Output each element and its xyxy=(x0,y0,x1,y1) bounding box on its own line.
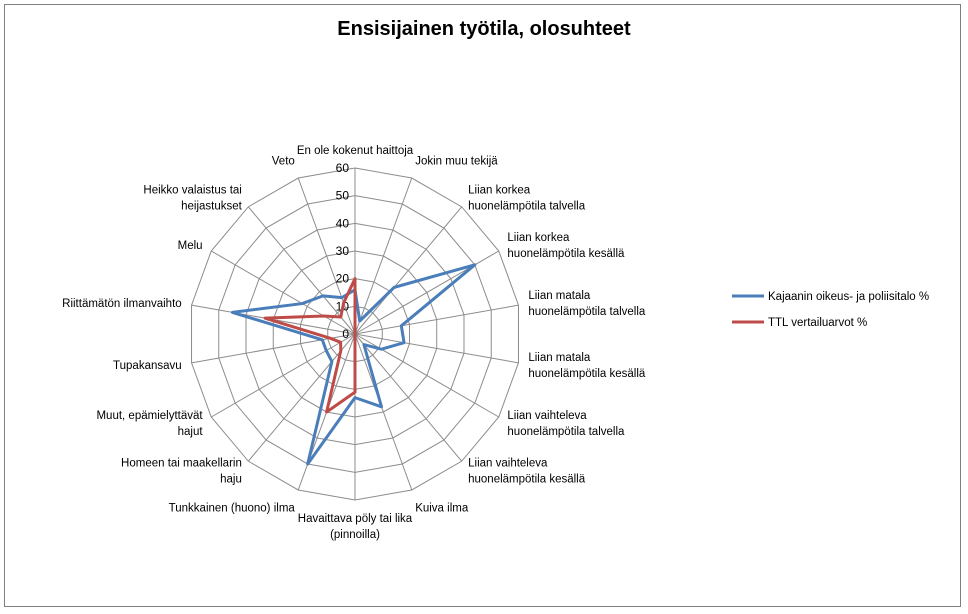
legend-label: Kajaanin oikeus- ja poliisitalo % xyxy=(768,291,929,303)
tick-label: 0 xyxy=(342,327,349,341)
chart-title: Ensisijainen työtila, olosuhteet xyxy=(337,18,631,40)
category-label: Havaittava pöly tai lika (pinnoilla) xyxy=(298,513,413,541)
tick-label: 50 xyxy=(336,189,350,203)
grid-spoke xyxy=(354,333,519,364)
tick-label: 60 xyxy=(336,161,350,175)
category-label: Kuiva ilma xyxy=(415,502,469,514)
category-label: Homeen tai maakellarin haju xyxy=(121,457,242,485)
data-series xyxy=(230,263,477,466)
category-label: Veto xyxy=(272,156,295,168)
category-label: Liian vaihteleva huonelämpötila talvella xyxy=(507,410,625,438)
tick-label: 40 xyxy=(336,216,350,230)
grid-spoke xyxy=(354,206,463,335)
grid-spoke xyxy=(297,177,356,335)
grid-spoke xyxy=(247,333,356,462)
grid-spoke xyxy=(354,177,413,335)
legend-label: TTL vertailuarvot % xyxy=(768,317,867,329)
category-label: Liian korkea huonelämpötila talvella xyxy=(468,185,586,213)
grid-spoke xyxy=(354,304,519,335)
category-label: Jokin muu tekijä xyxy=(415,156,498,168)
grid-spoke xyxy=(354,333,463,462)
category-label: Liian matala huonelämpötila talvella xyxy=(528,290,646,318)
category-label: Tunkkainen (huono) ilma xyxy=(169,502,296,514)
chart-frame xyxy=(4,4,961,607)
category-label: Riittämätön ilmanvaihto xyxy=(62,298,182,310)
legend: Kajaanin oikeus- ja poliisitalo % TTL ver… xyxy=(732,291,929,329)
tick-label: 20 xyxy=(336,272,350,286)
series-line-2 xyxy=(263,277,357,414)
category-label: Melu xyxy=(178,240,203,252)
category-label: Muut, epämielyttävät hajut xyxy=(96,410,203,438)
grid-spoke xyxy=(247,206,356,335)
grid-spoke xyxy=(210,250,356,335)
category-label: Liian matala huonelämpötila kesällä xyxy=(528,352,646,380)
category-label: Liian korkea huonelämpötila kesällä xyxy=(507,232,625,260)
grid-spoke xyxy=(210,333,356,418)
tick-label: 30 xyxy=(336,244,350,258)
grid-spoke xyxy=(354,333,413,491)
category-label: En ole kokenut haittoja xyxy=(297,145,414,157)
category-label: Heikko valaistus tai heijastukset xyxy=(143,185,242,213)
category-label: Tupakansavu xyxy=(113,360,182,372)
category-label: Liian vaihteleva huonelämpötila kesällä xyxy=(468,457,586,485)
